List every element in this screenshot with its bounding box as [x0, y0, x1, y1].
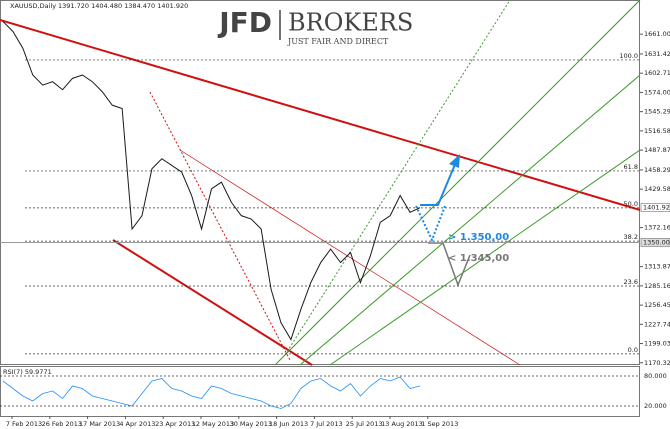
- rsi-line: [2, 376, 421, 409]
- x-tick-label: 13 Aug 2013: [381, 420, 423, 428]
- y-tick-label: 1372.160: [644, 224, 670, 232]
- fib-label: 50.0: [624, 200, 638, 208]
- x-tick-label: 12 May 2013: [192, 420, 234, 428]
- y-tick-label: 1487.870: [644, 146, 670, 154]
- price-line: [2, 21, 421, 341]
- brand-left: JFD: [217, 6, 272, 39]
- y-tick-label: 1631.424: [644, 50, 670, 58]
- brand-tagline: JUST FAIR AND DIRECT: [287, 37, 389, 46]
- x-tick-label: 23 Apr 2013: [155, 420, 195, 428]
- annotation: < 1.345,00: [448, 253, 509, 264]
- x-tick-label: 7 Feb 2013: [6, 420, 42, 428]
- y-tick-label: 1516.580: [644, 127, 670, 135]
- y-tick-label: 1199.030: [644, 340, 670, 348]
- y-tick-label: 1545.290: [644, 108, 670, 116]
- price-box: [640, 238, 670, 247]
- y-tick-label: 1285.160: [644, 282, 670, 290]
- x-tick-label: 25 Jul 2013: [346, 420, 383, 428]
- price-box: [640, 203, 670, 212]
- fib-label: 23.6: [624, 278, 638, 286]
- annotation: > 1.350,00: [448, 232, 509, 243]
- price-box-label: 1350.000: [643, 238, 670, 246]
- fib-label: 61.8: [624, 163, 638, 171]
- rsi-tick-label: 20.000: [644, 402, 667, 410]
- x-tick-label: 1 Sep 2013: [421, 420, 458, 428]
- x-tick-label: 17 Mar 2013: [79, 420, 120, 428]
- fib-label: 38.2: [624, 233, 638, 241]
- x-tick-label: 18 Jun 2013: [269, 420, 308, 428]
- x-tick-label: 26 Feb 2013: [42, 420, 82, 428]
- trendlines: [0, 0, 641, 366]
- fib-label: 100.0: [619, 52, 638, 60]
- x-tick-label: 4 Apr 2013: [119, 420, 155, 428]
- y-tick-label: 1458.290: [644, 166, 670, 174]
- y-tick-label: 1661.001: [644, 30, 670, 38]
- rsi-title: RSI(7) 59.9771: [3, 368, 52, 376]
- rsi-tick-label: 80.000: [644, 372, 667, 380]
- y-tick-label: 1313.870: [644, 263, 670, 271]
- chart-title: XAUUSD,Daily: [10, 2, 56, 10]
- rsi-panel: [0, 366, 640, 417]
- scenario-arrows: [415, 154, 471, 288]
- ohlc: 1391.720 1404.480 1384.470 1401.920: [58, 2, 188, 10]
- price-panel: [0, 0, 640, 365]
- y-tick-label: 1170.320: [644, 359, 670, 367]
- y-tick-label: 1256.450: [644, 301, 670, 309]
- y-tick-label: 1227.740: [644, 320, 670, 328]
- fib-label: 0.0: [628, 346, 638, 354]
- x-tick-label: 30 May 2013: [230, 420, 272, 428]
- brand-right: BROKERS: [288, 9, 413, 37]
- y-tick-label: 1429.580: [644, 185, 670, 193]
- x-tick-label: 7 Jul 2013: [310, 420, 343, 428]
- y-tick-label: 1574.000: [644, 88, 670, 96]
- y-tick-label: 1602.710: [644, 69, 670, 77]
- price-box-label: 1401.920: [643, 204, 670, 212]
